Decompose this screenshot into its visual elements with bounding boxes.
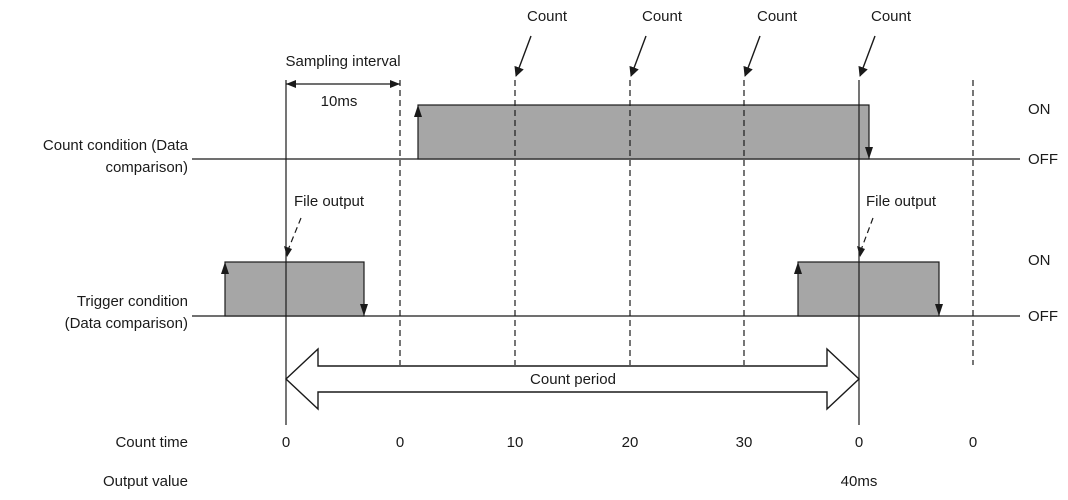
count-condition-pulse <box>417 104 870 160</box>
count-time-value: 20 <box>622 434 639 451</box>
svg-text:Count: Count <box>757 8 798 25</box>
count-marker-4: Count <box>858 8 912 77</box>
count-period-arrow <box>284 347 861 411</box>
count-marker-2: Count <box>629 8 683 77</box>
count-time-value: 30 <box>736 434 753 451</box>
trigger-on-label: ON <box>1028 252 1051 269</box>
svg-text:Count: Count <box>642 8 683 25</box>
svg-text:Count: Count <box>527 8 568 25</box>
count-time-value: 0 <box>282 434 290 451</box>
file-output-label-1: File output <box>294 193 365 210</box>
output-value-label: Output value <box>103 473 188 490</box>
count-time-value: 0 <box>396 434 404 451</box>
count-time-value: 0 <box>855 434 863 451</box>
count-period-label: Count period <box>530 371 616 388</box>
svg-text:Count: Count <box>871 8 912 25</box>
count-time-label: Count time <box>115 434 188 451</box>
sampling-interval-label: Sampling interval <box>285 53 400 70</box>
trigger-condition-label-2: (Data comparison) <box>65 315 188 332</box>
trigger-off-label: OFF <box>1028 308 1058 325</box>
sampling-interval-value: 10ms <box>321 93 358 110</box>
trigger-pulse-1 <box>224 261 365 317</box>
count-time-value: 10 <box>507 434 524 451</box>
count-off-label: OFF <box>1028 151 1058 168</box>
edge-arrows <box>221 105 943 316</box>
sampling-interval-arrow <box>286 80 400 88</box>
count-marker-1: Count <box>514 8 568 77</box>
file-output-pointer-2 <box>860 217 874 251</box>
count-time-value: 0 <box>969 434 977 451</box>
count-on-label: ON <box>1028 101 1051 118</box>
file-output-label-2: File output <box>866 193 937 210</box>
trigger-condition-label-1: Trigger condition <box>77 293 188 310</box>
file-output-pointer-1 <box>287 217 302 251</box>
count-condition-label-2: comparison) <box>105 159 188 176</box>
output-value: 40ms <box>841 473 878 490</box>
count-marker-3: Count <box>743 8 798 77</box>
trigger-pulse-2 <box>797 261 940 317</box>
count-time-values: 0 0 10 20 30 0 0 <box>282 434 977 451</box>
count-condition-label-1: Count condition (Data <box>43 137 189 154</box>
